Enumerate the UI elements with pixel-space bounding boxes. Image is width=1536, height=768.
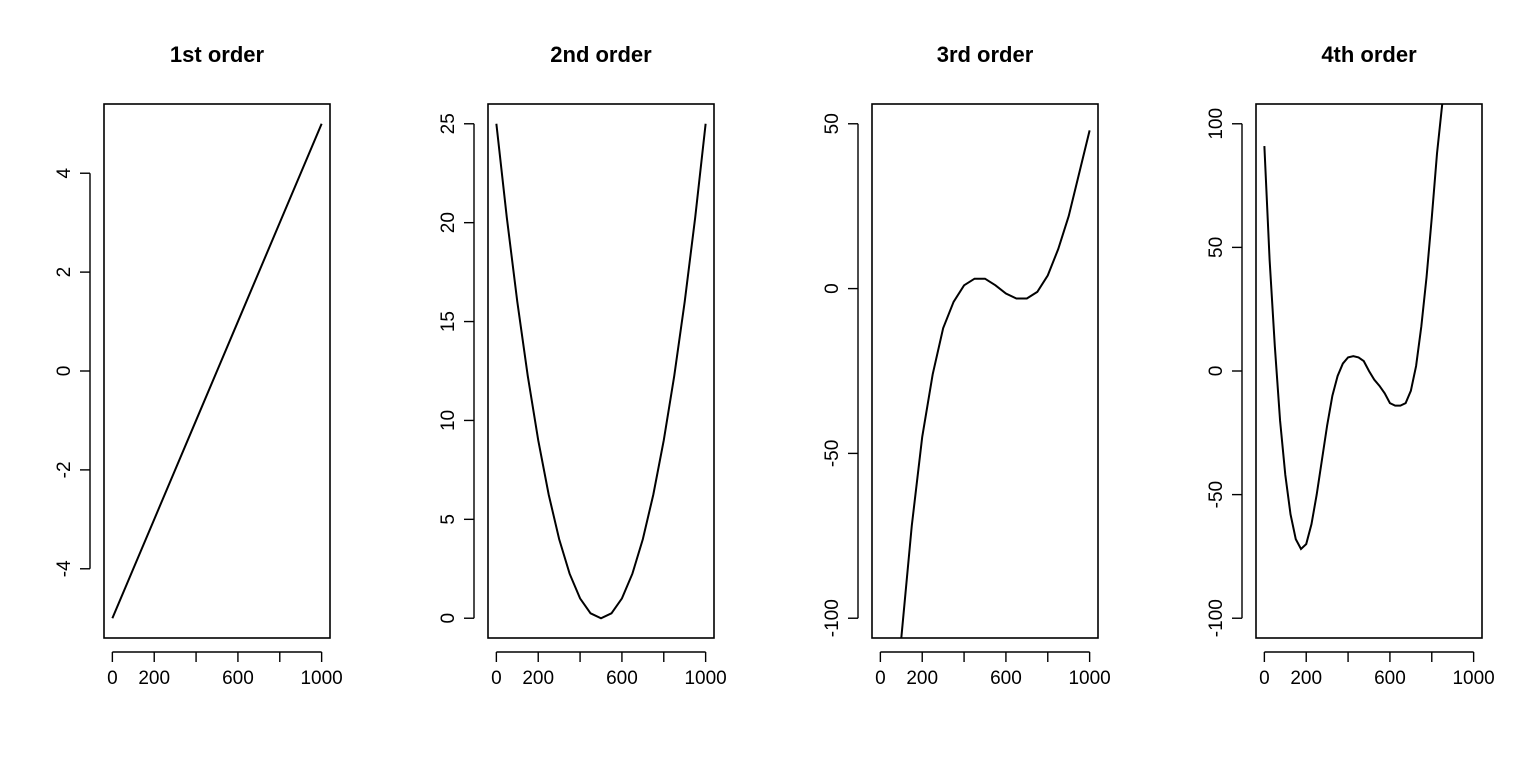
x-tick-label: 0 [875,668,886,689]
x-tick-label: 1000 [684,668,726,689]
y-tick-label: 50 [1206,237,1227,258]
x-tick-label: 1000 [1068,668,1110,689]
y-tick-label: -100 [1206,599,1227,637]
chart-panel-3: 3rd order 0 200 600 1000 -100 -50 0 50 [822,42,1111,689]
y-tick-label: 50 [822,113,843,134]
x-tick-label: 600 [222,668,254,689]
x-tick-label: 0 [491,668,502,689]
plot-frame [103,103,331,639]
x-tick-label: 200 [522,668,554,689]
y-tick-label: 0 [822,283,843,294]
series-line [111,123,323,619]
y-tick-label: 25 [438,113,459,134]
chart-title: 1st order [170,42,265,67]
x-tick-label: 600 [1374,668,1406,689]
y-tick-label: -100 [822,599,843,637]
y-tick-label: 5 [438,514,459,525]
y-tick-label: 0 [438,613,459,624]
y-tick-label: 4 [54,168,75,179]
y-tick-label: -4 [54,560,75,577]
y-tick-label: -2 [54,461,75,478]
chart-panel-2: 2nd order 0 200 600 1000 0 5 10 15 20 25 [438,42,727,689]
series-line [495,123,707,620]
plot-frame [487,103,715,639]
plot-frame [1255,103,1483,639]
x-tick-label: 600 [606,668,638,689]
x-tick-label: 200 [138,668,170,689]
y-tick-label: 0 [54,366,75,377]
x-tick-label: 600 [990,668,1022,689]
y-tick-label: -50 [822,440,843,467]
plot-frame [871,103,1099,639]
chart-panel-4: 4th order 0 200 600 1000 -100 -50 0 50 100 [1206,42,1495,689]
x-tick-label: 1000 [1452,668,1494,689]
series-line [900,130,1091,638]
x-tick-label: 0 [107,668,118,689]
series-line [1263,104,1444,551]
chart-title: 4th order [1321,42,1417,67]
x-tick-label: 0 [1259,668,1270,689]
x-tick-label: 1000 [300,668,342,689]
x-tick-label: 200 [906,668,938,689]
chart-title: 3rd order [937,42,1034,67]
x-tick-label: 200 [1290,668,1322,689]
y-tick-label: 20 [438,212,459,233]
y-tick-label: 2 [54,267,75,278]
y-tick-label: 0 [1206,366,1227,377]
chart-panel-1: 1st order 0 200 600 1000 -4 -2 0 2 4 [54,42,343,689]
y-tick-label: 10 [438,410,459,431]
chart-title: 2nd order [550,42,652,67]
y-tick-label: 100 [1206,108,1227,140]
y-tick-label: 15 [438,311,459,332]
y-tick-label: -50 [1206,481,1227,508]
